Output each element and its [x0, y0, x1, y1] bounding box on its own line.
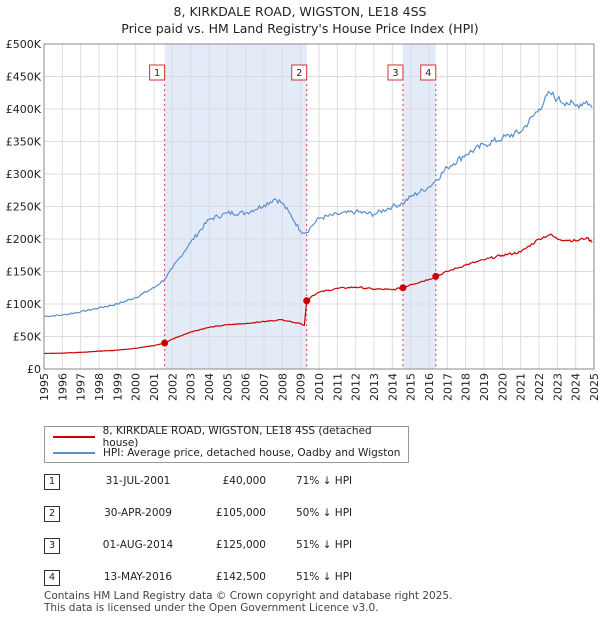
x-tick-label: 2020 [496, 373, 509, 401]
price-chart: 1 2 3 4 £0 £50K £100K £150K £200K £250K £300K £350K… [6, 38, 600, 401]
sale-point [399, 284, 407, 292]
legend-label-hpi: HPI: Average price, detached house, Oadb… [103, 447, 401, 459]
sale-hpi-diff: 71% ↓ HPI [296, 475, 353, 487]
x-tick-label: 2001 [148, 373, 161, 401]
sale-price: £40,000 [222, 475, 266, 487]
sale-price: £142,500 [215, 571, 266, 583]
x-tick-label: 1995 [38, 373, 51, 401]
x-tick-label: 2006 [240, 373, 253, 401]
series-line-property [43, 233, 593, 355]
x-tick-label: 1998 [93, 373, 106, 401]
y-tick-label: £350K [6, 136, 42, 149]
x-tick-label: 2010 [313, 373, 326, 401]
sale-badge-label: 4 [425, 68, 431, 79]
footer-line-2: This data is licensed under the Open Gov… [44, 602, 379, 614]
sale-number-badge: 1 [44, 474, 60, 490]
sale-row: 4 13-MAY-2016 £142,500 51% ↓ HPI [44, 566, 464, 598]
y-tick-label: £200K [6, 233, 42, 246]
title-line-1: 8, KIRKDALE ROAD, WIGSTON, LE18 4SS [173, 4, 427, 19]
sale-price: £105,000 [215, 507, 266, 519]
x-tick-label: 2018 [460, 373, 473, 401]
sale-hpi-diff: 51% ↓ HPI [296, 571, 353, 583]
x-tick-label: 2016 [423, 373, 436, 401]
sale-marker-badge: 4 [420, 64, 437, 81]
x-tick-label: 2022 [533, 373, 546, 401]
legend-label-property: 8, KIRKDALE ROAD, WIGSTON, LE18 4SS (det… [102, 425, 372, 449]
x-tick-label: 2009 [295, 373, 308, 401]
sale-badge-box [420, 64, 437, 81]
sale-date: 01-AUG-2014 [102, 539, 174, 551]
sale-badge-label: 1 [154, 68, 160, 79]
x-tick-label: 1996 [56, 373, 69, 401]
legend-entry-property: 8, KIRKDALE ROAD, WIGSTON, LE18 4SS (det… [53, 425, 408, 449]
legend-line-property [53, 436, 95, 438]
y-tick-label: £250K [6, 201, 42, 214]
x-tick-label: 2000 [130, 373, 143, 401]
x-tick-label: 2024 [570, 373, 583, 401]
y-tick-label: £500K [6, 38, 42, 51]
title-line-2: Price paid vs. HM Land Registry's House … [121, 21, 479, 36]
y-tick-label: £400K [6, 103, 42, 116]
x-tick-label: 2021 [515, 373, 528, 401]
sale-price: £125,000 [215, 539, 266, 551]
sale-point [303, 297, 311, 305]
x-tick-label: 2011 [331, 373, 344, 401]
x-tick-label: 1997 [75, 373, 88, 401]
sale-marker-badge: 3 [387, 64, 404, 81]
y-tick-label: £300K [6, 168, 42, 181]
legend-entry-hpi: HPI: Average price, detached house, Oadb… [53, 446, 400, 460]
legend: 8, KIRKDALE ROAD, WIGSTON, LE18 4SS (det… [44, 425, 409, 463]
sale-marker-badge: 1 [149, 64, 166, 81]
sale-number-badge: 3 [44, 538, 60, 554]
sale-hpi-diff: 51% ↓ HPI [296, 539, 353, 551]
sale-hpi-diff: 50% ↓ HPI [296, 507, 353, 519]
y-tick-label: £450K [6, 71, 42, 84]
x-tick-label: 2023 [551, 373, 564, 401]
series-line-hpi [43, 90, 593, 318]
x-tick-label: 2002 [166, 373, 179, 401]
x-tick-label: 1999 [111, 373, 124, 401]
y-tick-label: £50K [13, 331, 42, 344]
x-tick-label: 2008 [276, 373, 289, 401]
sale-marker-badge: 2 [291, 64, 308, 81]
sale-date: 31-JUL-2001 [105, 475, 171, 487]
x-tick-label: 2005 [221, 373, 234, 401]
sale-number-badge: 2 [44, 506, 60, 522]
sale-point [161, 339, 169, 347]
plot-border [43, 43, 595, 370]
legend-line-hpi [53, 452, 95, 454]
sale-badge-box [387, 64, 404, 81]
x-tick-label: 2014 [386, 373, 399, 401]
x-tick-label: 2007 [258, 373, 271, 401]
sales-table: 1 31-JUL-2001 £40,000 71% ↓ HPI 2 30-APR… [44, 470, 464, 598]
sale-number-badge: 4 [44, 570, 60, 586]
x-tick-label: 2013 [368, 373, 381, 401]
sale-point [432, 272, 440, 280]
sale-badge-label: 3 [392, 68, 398, 79]
chart-title: 8, KIRKDALE ROAD, WIGSTON, LE18 4SS Pric… [0, 3, 600, 37]
sale-badge-box [291, 64, 308, 81]
footer: Contains HM Land Registry data © Crown c… [44, 590, 452, 614]
x-tick-label: 2015 [405, 373, 418, 401]
sale-date: 30-APR-2009 [104, 507, 172, 519]
x-tick-label: 2003 [185, 373, 198, 401]
x-tick-label: 2012 [350, 373, 363, 401]
sale-row: 2 30-APR-2009 £105,000 50% ↓ HPI [44, 502, 464, 534]
x-tick-label: 2017 [441, 373, 454, 401]
sale-date: 13-MAY-2016 [103, 571, 173, 583]
y-tick-label: £100K [6, 298, 42, 311]
sale-row: 3 01-AUG-2014 £125,000 51% ↓ HPI [44, 534, 464, 566]
sale-badge-label: 2 [296, 68, 302, 79]
x-tick-label: 2004 [203, 373, 216, 401]
y-tick-label: £0 [27, 363, 41, 376]
sale-row: 1 31-JUL-2001 £40,000 71% ↓ HPI [44, 470, 464, 502]
footer-line-1: Contains HM Land Registry data © Crown c… [44, 590, 453, 602]
x-tick-label: 2019 [478, 373, 491, 401]
sale-badge-box [149, 64, 166, 81]
x-tick-label: 2025 [588, 373, 600, 401]
y-tick-label: £150K [6, 266, 42, 279]
